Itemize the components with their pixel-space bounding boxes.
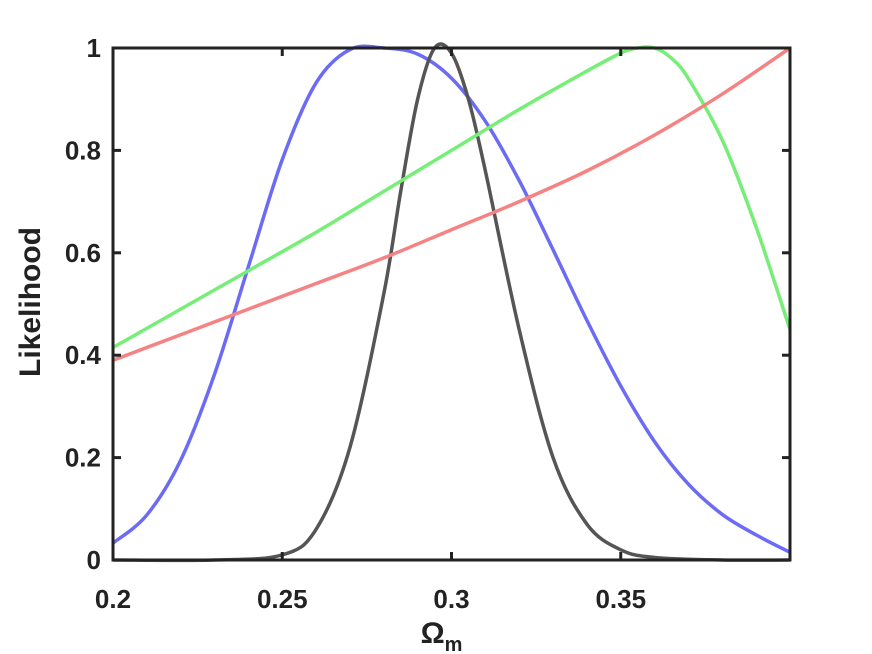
y-tick-label: 0.2 [65,443,101,473]
y-tick-label: 0.6 [65,238,101,268]
tick-layer [111,46,790,562]
x-axis-title-main: Ω [421,617,445,650]
series-line-1 [111,44,791,554]
label-layer: 0.2 0.25 0.3 0.35 0 0.2 0.4 0.6 0.8 1 [65,33,646,614]
x-tick-label: 0.3 [433,584,469,614]
y-tick-label: 0.4 [65,340,102,370]
x-axis-title: Ωm [421,617,463,654]
series-line-3 [112,45,792,350]
series-layer [111,42,792,563]
y-axis-title: Likelihood [14,227,47,377]
y-tick-label: 0.8 [65,135,101,165]
x-tick-label: 0.2 [95,584,131,614]
x-tick-label: 0.35 [595,584,646,614]
x-axis-title-subscript: m [445,634,463,654]
x-tick-label: 0.25 [257,584,308,614]
y-tick-label: 0 [87,545,101,575]
series-line-4 [112,46,791,362]
y-tick-label: 1 [87,33,101,63]
